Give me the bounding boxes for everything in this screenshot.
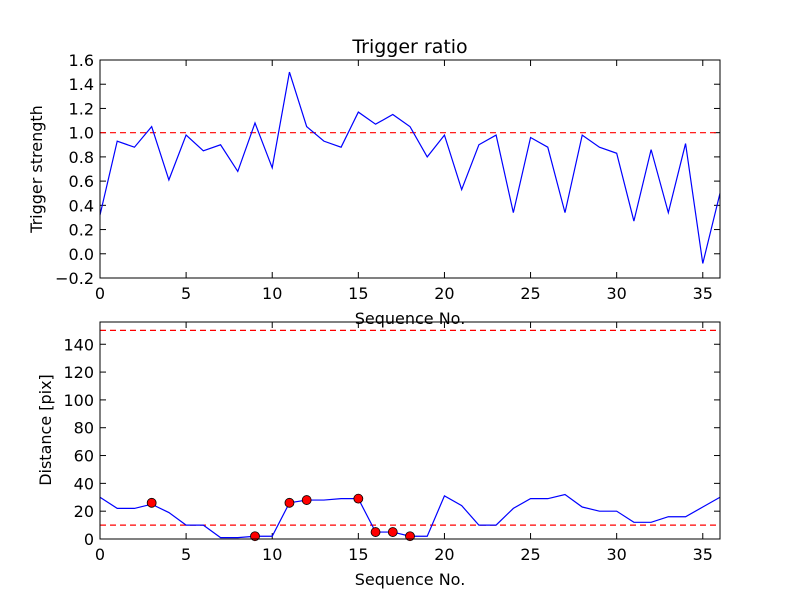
distance-panel: 0 5 10 15 20 25 30 35 0 20 40 60 80 100 120 140 bbox=[63, 321, 721, 564]
x-tick-label: 15 bbox=[348, 284, 368, 303]
plot-frame bbox=[99, 321, 721, 540]
y-tick-label: 1.6 bbox=[69, 51, 94, 70]
y-tick-label: 100 bbox=[63, 391, 94, 410]
data-point-marker bbox=[301, 495, 312, 505]
trigger-ratio-panel: 0 5 10 15 20 25 30 35 −0.2 0.0 0.2 0.4 0.6 0.8 1.0 1.2 1… bbox=[55, 51, 721, 303]
top-x-axis-label: Sequence No. bbox=[355, 309, 466, 328]
plot-frame bbox=[99, 59, 721, 279]
data-point-marker bbox=[146, 497, 157, 508]
data-point-marker bbox=[370, 527, 381, 537]
x-tick-label: 25 bbox=[520, 545, 540, 564]
y-tick-label: 0.4 bbox=[69, 196, 94, 215]
x-tick-label: 0 bbox=[95, 284, 105, 303]
chart-title: Trigger ratio bbox=[351, 36, 467, 58]
y-tick-label: −0.2 bbox=[55, 269, 94, 288]
x-tick-label: 25 bbox=[520, 284, 540, 303]
x-tick-label: 15 bbox=[348, 545, 368, 564]
x-tick-label: 0 bbox=[95, 545, 105, 564]
y-tick-label: 0.6 bbox=[69, 172, 94, 191]
x-tick-label: 35 bbox=[693, 284, 713, 303]
x-tick-label: 10 bbox=[262, 545, 282, 564]
top-y-axis-label: Trigger strength bbox=[27, 105, 46, 234]
y-tick-label: 120 bbox=[63, 363, 94, 382]
y-tick-label: 60 bbox=[74, 447, 94, 466]
y-tick-label: 0.8 bbox=[69, 148, 94, 167]
x-tick-label: 30 bbox=[606, 545, 626, 564]
series-line bbox=[99, 71, 721, 264]
data-point-marker bbox=[250, 531, 260, 542]
y-tick-label: 140 bbox=[63, 335, 94, 354]
x-tick-label: 20 bbox=[434, 545, 454, 564]
y-tick-label: 20 bbox=[74, 502, 94, 521]
bottom-x-axis-label: Sequence No. bbox=[355, 570, 466, 589]
x-tick-label: 5 bbox=[181, 545, 191, 564]
x-tick-label: 20 bbox=[434, 284, 454, 303]
data-point-marker bbox=[405, 531, 415, 542]
data-point-marker bbox=[353, 493, 364, 504]
y-tick-label: 0.2 bbox=[69, 221, 94, 240]
x-tick-label: 5 bbox=[181, 284, 191, 303]
y-tick-label: 1.2 bbox=[69, 99, 94, 118]
x-tick-label: 10 bbox=[262, 284, 282, 303]
y-tick-label: 40 bbox=[74, 474, 94, 493]
y-tick-label: 0 bbox=[84, 530, 94, 549]
data-point-marker bbox=[284, 497, 295, 508]
x-tick-label: 35 bbox=[693, 545, 713, 564]
y-tick-label: 1.0 bbox=[69, 124, 94, 143]
bottom-y-axis-label: Distance [pix] bbox=[36, 374, 55, 486]
y-tick-label: 1.4 bbox=[69, 75, 94, 94]
data-point-marker bbox=[387, 527, 398, 537]
y-tick-label: 0.0 bbox=[69, 245, 94, 264]
x-tick-label: 30 bbox=[606, 284, 626, 303]
y-tick-label: 80 bbox=[74, 419, 94, 438]
